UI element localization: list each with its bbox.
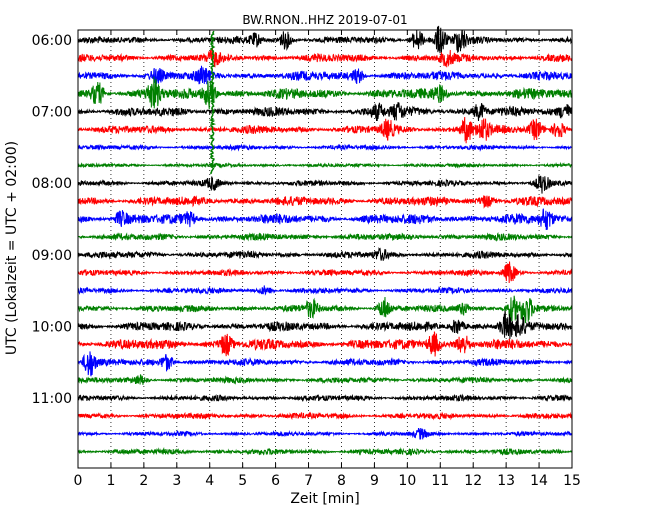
trace-0800: [77, 175, 573, 194]
x-tick-label-7: 7: [304, 473, 313, 489]
trace-0630: [77, 65, 573, 85]
trace-0730: [77, 143, 573, 152]
x-tick-label-2: 2: [139, 473, 148, 489]
y-axis-label: UTC (Lokalzeit = UTC + 02:00): [4, 141, 20, 355]
trace-0815: [77, 195, 573, 209]
x-tick-label-0: 0: [74, 473, 83, 489]
trace-0700: [77, 102, 573, 121]
x-axis-label: Zeit [min]: [290, 491, 359, 507]
axis-ticks: 0 1 2 3 4 5 6 7 8 9 10 11 12 13 14 1506:0007:0008:0009:…: [32, 30, 581, 489]
trace-0745: [77, 161, 573, 169]
x-tick-label-4: 4: [205, 473, 214, 489]
trace-0615: [77, 48, 573, 68]
y-tick-label-0900: 09:00: [32, 248, 72, 264]
x-tick-label-9: 9: [370, 473, 379, 489]
trace-0915: [77, 261, 573, 283]
trace-0715: [77, 116, 573, 144]
x-tick-label-15: 15: [563, 473, 581, 489]
y-tick-label-0600: 06:00: [32, 33, 72, 49]
plot-frame: [77, 29, 573, 469]
x-tick-label-6: 6: [271, 473, 280, 489]
y-tick-label-0700: 07:00: [32, 105, 72, 121]
trace-1015: [77, 331, 573, 357]
y-tick-label-1000: 10:00: [32, 319, 72, 335]
y-tick-label-1100: 11:00: [32, 391, 72, 407]
x-tick-label-10: 10: [398, 473, 416, 489]
y-tick-label-0800: 08:00: [32, 176, 72, 192]
trace-0830: [77, 208, 573, 231]
trace-0845: [77, 231, 573, 242]
trace-1130: [77, 427, 573, 440]
trace-0930: [77, 285, 573, 296]
trace-1115: [77, 411, 573, 421]
seismogram-traces: [77, 25, 573, 457]
trace-1100: [77, 393, 573, 403]
x-tick-label-13: 13: [497, 473, 515, 489]
trace-1145: [77, 446, 573, 457]
seismic-spike: [208, 30, 217, 175]
x-tick-label-11: 11: [431, 473, 449, 489]
chart-title: BW.RNON..HHZ 2019-07-01: [242, 13, 407, 27]
trace-1000: [77, 310, 573, 339]
x-tick-label-5: 5: [238, 473, 247, 489]
trace-0945: [77, 295, 573, 324]
trace-1045: [77, 374, 573, 385]
x-tick-label-14: 14: [530, 473, 548, 489]
trace-0900: [77, 246, 573, 261]
trace-0645: [77, 76, 573, 110]
x-tick-label-1: 1: [106, 473, 115, 489]
trace-1030: [77, 351, 573, 377]
x-tick-label-8: 8: [337, 473, 346, 489]
x-tick-label-3: 3: [172, 473, 181, 489]
trace-0600: [77, 25, 573, 54]
x-tick-label-12: 12: [464, 473, 482, 489]
